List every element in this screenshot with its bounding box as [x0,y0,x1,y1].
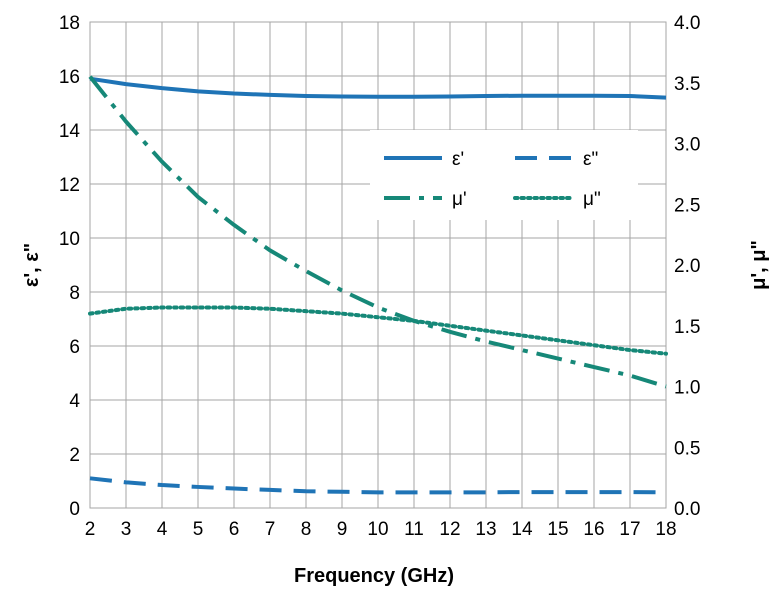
right-y-tick-label: 1.0 [674,378,700,399]
series-line-2 [89,476,667,495]
x-tick-label: 13 [475,519,496,540]
legend-label: μ' [452,189,467,210]
series-line-1 [89,76,667,100]
legend: ε' ε" μ' μ" [370,130,638,220]
right-y-tick-label: 3.5 [674,74,700,95]
series-layer [88,75,668,495]
x-tick-label: 18 [655,519,676,540]
x-tick-label: 8 [301,519,312,540]
x-tick-labels: 2 3 4 5 6 7 8 9 10 11 12 13 14 15 16 17 18 [85,519,677,540]
left-y-tick-label: 8 [69,283,80,304]
left-y-axis-title: ε', ε" [21,243,43,287]
right-y-tick-labels: 0.0 0.5 1.0 1.5 2.0 2.5 3.0 3.5 4.0 [674,13,700,520]
x-tick-label: 10 [367,519,388,540]
left-y-tick-labels: 0 2 4 6 8 10 12 14 16 18 [59,13,81,520]
right-y-axis-title: μ', μ" [748,240,770,290]
x-tick-label: 14 [511,519,533,540]
right-y-tick-label: 2.0 [674,256,700,277]
x-tick-label: 9 [337,519,348,540]
right-y-tick-label: 0.0 [674,499,700,520]
legend-label: ε" [583,149,598,170]
legend-box [370,130,638,220]
left-y-tick-label: 6 [69,337,80,358]
right-y-tick-label: 4.0 [674,13,700,34]
x-tick-label: 11 [404,519,424,540]
left-y-tick-label: 18 [59,13,80,34]
x-tick-label: 16 [583,519,604,540]
left-y-tick-label: 0 [69,499,80,520]
x-tick-label: 4 [157,519,168,540]
right-y-tick-label: 3.0 [674,135,700,156]
x-tick-label: 7 [265,519,276,540]
x-tick-label: 15 [547,519,568,540]
left-y-tick-label: 4 [69,391,80,412]
x-tick-label: 3 [121,519,132,540]
left-y-tick-label: 10 [59,229,80,250]
x-tick-label: 6 [229,519,240,540]
legend-label: ε' [452,149,464,170]
plot-area-frame [89,21,667,509]
legend-label: μ" [583,189,601,210]
x-tick-label: 2 [85,519,96,540]
right-y-tick-label: 0.5 [674,438,700,459]
left-y-tick-label: 14 [59,121,81,142]
x-tick-label: 12 [439,519,460,540]
x-tick-label: 5 [193,519,204,540]
left-y-tick-label: 12 [59,175,80,196]
left-y-tick-label: 2 [69,445,80,466]
series-line-4 [88,305,668,356]
right-y-tick-label: 2.5 [674,195,700,216]
right-y-tick-label: 1.5 [674,317,700,338]
x-axis-title: Frequency (GHz) [294,565,454,587]
left-y-tick-label: 16 [59,67,80,88]
x-tick-label: 17 [619,519,640,540]
